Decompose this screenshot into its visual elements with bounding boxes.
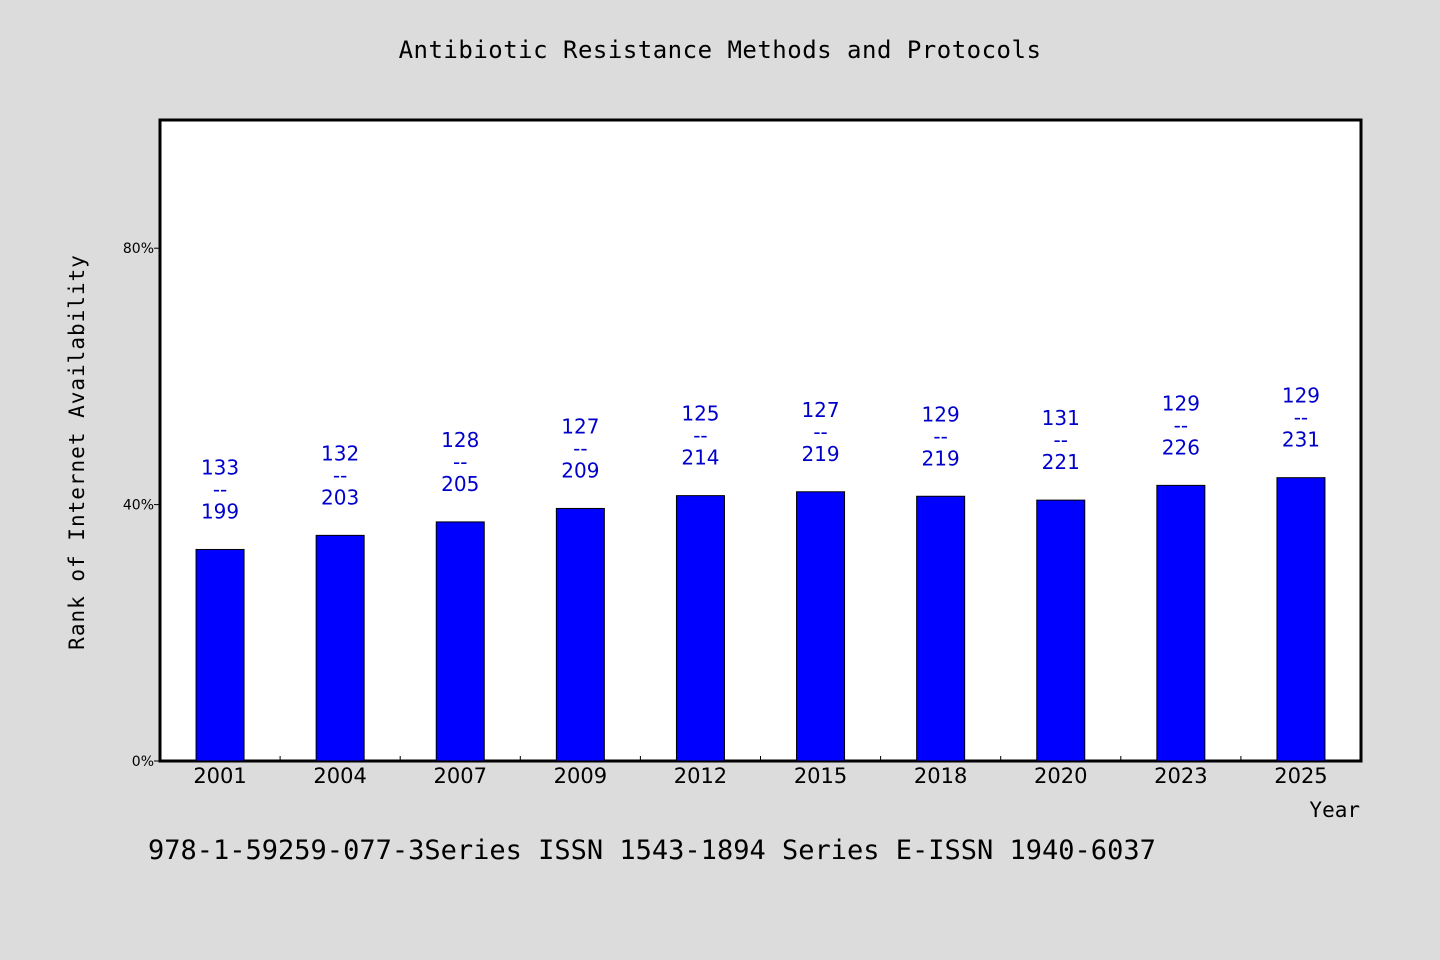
bar-label-mid-2004: -- <box>333 463 347 487</box>
x-tick-label-2023: 2023 <box>1154 764 1207 788</box>
bar-2007 <box>435 521 485 762</box>
bar-2012 <box>675 495 725 762</box>
x-tick-label-2001: 2001 <box>193 764 246 788</box>
bar-label-top-2004: 132 <box>321 441 359 465</box>
x-tick-label-2015: 2015 <box>794 764 847 788</box>
bar-label-bottom-2020: 221 <box>1042 450 1080 474</box>
bar-2004 <box>315 534 365 762</box>
x-tick-label-2018: 2018 <box>914 764 967 788</box>
y-axis-label: Rank of Internet Availability <box>65 254 89 650</box>
bar-label-bottom-2018: 219 <box>922 446 960 470</box>
bar-label-bottom-2015: 219 <box>801 442 839 466</box>
bar-label-mid-2012: -- <box>693 424 707 448</box>
bar-label-bottom-2012: 214 <box>681 446 719 470</box>
bar-2025 <box>1276 477 1326 762</box>
bar-2009 <box>555 507 605 762</box>
bar-2020 <box>1036 499 1086 762</box>
bar-label-mid-2009: -- <box>573 436 587 460</box>
bar-label-top-2020: 131 <box>1042 406 1080 430</box>
y-tick-label: 80% <box>123 241 154 257</box>
bar-label-top-2018: 129 <box>922 402 960 426</box>
x-axis-label: Year <box>1309 798 1360 822</box>
bar-2001 <box>195 548 245 762</box>
y-tick-label: 0% <box>132 754 154 770</box>
x-tick-label-2004: 2004 <box>313 764 366 788</box>
bar-label-top-2012: 125 <box>681 402 719 426</box>
isbn-footer: 978-1-59259-077-3Series ISSN 1543-1894 S… <box>148 835 1156 866</box>
bar-label-top-2009: 127 <box>561 414 599 438</box>
bar-label-bottom-2025: 231 <box>1282 428 1320 452</box>
bar-label-top-2023: 129 <box>1162 391 1200 415</box>
x-tick-label-2009: 2009 <box>554 764 607 788</box>
bar-label-bottom-2001: 199 <box>201 499 239 523</box>
bar-label-bottom-2007: 205 <box>441 472 479 496</box>
bar-label-top-2025: 129 <box>1282 384 1320 408</box>
bar-label-mid-2020: -- <box>1054 428 1068 452</box>
bar-label-top-2007: 128 <box>441 428 479 452</box>
bar-label-mid-2023: -- <box>1174 413 1188 437</box>
bar-label-top-2001: 133 <box>201 455 239 479</box>
bar-label-bottom-2004: 203 <box>321 485 359 509</box>
bar-2023 <box>1156 484 1206 762</box>
x-tick-label-2025: 2025 <box>1274 764 1327 788</box>
bar-label-mid-2025: -- <box>1294 406 1308 430</box>
y-tick-label: 40% <box>123 498 154 514</box>
x-tick-label-2020: 2020 <box>1034 764 1087 788</box>
chart-title: Antibiotic Resistance Methods and Protoc… <box>398 36 1042 64</box>
bar-2015 <box>796 491 846 762</box>
x-tick-label-2012: 2012 <box>674 764 727 788</box>
bar-label-top-2015: 127 <box>801 398 839 422</box>
bar-label-mid-2015: -- <box>813 420 827 444</box>
bar-label-bottom-2023: 226 <box>1162 435 1200 459</box>
bar-2018 <box>916 495 966 762</box>
bar-label-bottom-2009: 209 <box>561 458 599 482</box>
bar-label-mid-2001: -- <box>213 477 227 501</box>
bar-label-mid-2018: -- <box>933 424 947 448</box>
bar-label-mid-2007: -- <box>453 450 467 474</box>
x-tick-label-2007: 2007 <box>434 764 487 788</box>
